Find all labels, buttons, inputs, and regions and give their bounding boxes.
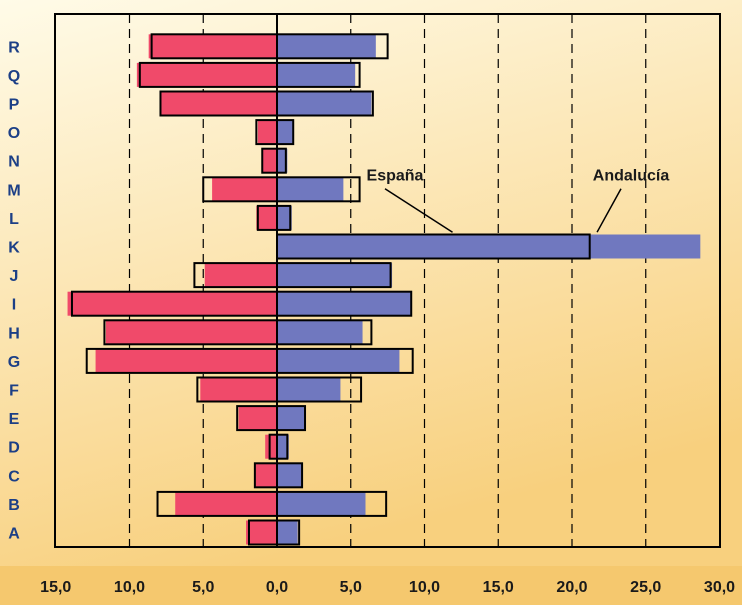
x-tick-label: 30,0	[704, 579, 735, 596]
category-label-l: L	[9, 211, 19, 228]
bar-andalucia-left-r	[148, 34, 277, 59]
category-label-e: E	[9, 411, 20, 428]
bar-andalucia-right-r	[277, 34, 376, 59]
x-axis-band	[0, 566, 742, 605]
category-label-b: B	[8, 497, 20, 514]
bar-andalucia-left-a	[246, 520, 277, 545]
bar-andalucia-right-k	[277, 234, 701, 259]
bar-andalucia-right-q	[277, 62, 356, 87]
bar-andalucia-left-e	[238, 406, 277, 431]
category-label-f: F	[9, 383, 19, 400]
category-label-i: I	[12, 297, 16, 314]
bar-andalucia-left-h	[105, 320, 278, 345]
bar-andalucia-right-a	[277, 520, 298, 545]
category-label-k: K	[8, 240, 20, 257]
bar-andalucia-right-j	[277, 263, 393, 288]
category-label-g: G	[8, 354, 20, 371]
bar-andalucia-left-m	[212, 177, 277, 202]
bar-andalucia-right-g	[277, 348, 400, 373]
category-label-q: Q	[8, 68, 20, 85]
x-tick-label: 0,0	[266, 579, 288, 596]
category-label-o: O	[8, 125, 20, 142]
bar-andalucia-right-p	[277, 91, 372, 116]
bar-andalucia-left-q	[136, 62, 277, 87]
bar-andalucia-right-m	[277, 177, 344, 202]
bar-andalucia-left-b	[175, 491, 277, 516]
bar-andalucia-left-p	[160, 91, 277, 116]
category-label-d: D	[8, 440, 20, 457]
category-label-j: J	[10, 268, 19, 285]
bar-andalucia-right-d	[277, 434, 289, 459]
category-label-r: R	[8, 39, 20, 56]
bar-andalucia-left-o	[257, 120, 277, 145]
bar-andalucia-left-f	[200, 377, 277, 402]
bar-andalucia-right-o	[277, 120, 294, 145]
x-tick-label: 5,0	[340, 579, 362, 596]
bar-andalucia-right-n	[277, 148, 288, 173]
bar-andalucia-right-h	[277, 320, 363, 345]
annotation-leader-andalucia	[596, 188, 622, 233]
bar-andalucia-left-g	[95, 348, 277, 373]
category-label-n: N	[8, 154, 20, 171]
annotation-leader-espana	[384, 188, 453, 233]
bar-andalucia-left-l	[256, 205, 277, 230]
x-tick-label: 25,0	[630, 579, 661, 596]
category-label-p: P	[9, 97, 20, 114]
bar-andalucia-left-c	[254, 463, 277, 488]
bar-andalucia-right-f	[277, 377, 341, 402]
category-label-c: C	[8, 468, 20, 485]
category-label-m: M	[7, 182, 20, 199]
bar-andalucia-left-d	[265, 434, 277, 459]
plot-frame	[54, 13, 721, 548]
bar-andalucia-left-j	[204, 263, 277, 288]
bar-andalucia-right-l	[277, 205, 292, 230]
category-label-h: H	[8, 325, 20, 342]
bar-andalucia-right-e	[277, 406, 306, 431]
x-tick-label: 15,0	[40, 579, 71, 596]
bar-andalucia-left-i	[67, 291, 277, 316]
x-tick-label: 10,0	[114, 579, 145, 596]
bar-andalucia-right-c	[277, 463, 303, 488]
annotation-espana: España	[367, 168, 424, 185]
bar-andalucia-right-i	[277, 291, 412, 316]
x-tick-label: 10,0	[409, 579, 440, 596]
category-label-a: A	[8, 526, 20, 543]
annotation-andalucia: Andalucía	[593, 168, 670, 185]
x-tick-label: 15,0	[483, 579, 514, 596]
bar-andalucia-right-b	[277, 491, 366, 516]
x-tick-label: 5,0	[192, 579, 214, 596]
bar-andalucia-left-n	[262, 148, 277, 173]
x-tick-label: 20,0	[556, 579, 587, 596]
